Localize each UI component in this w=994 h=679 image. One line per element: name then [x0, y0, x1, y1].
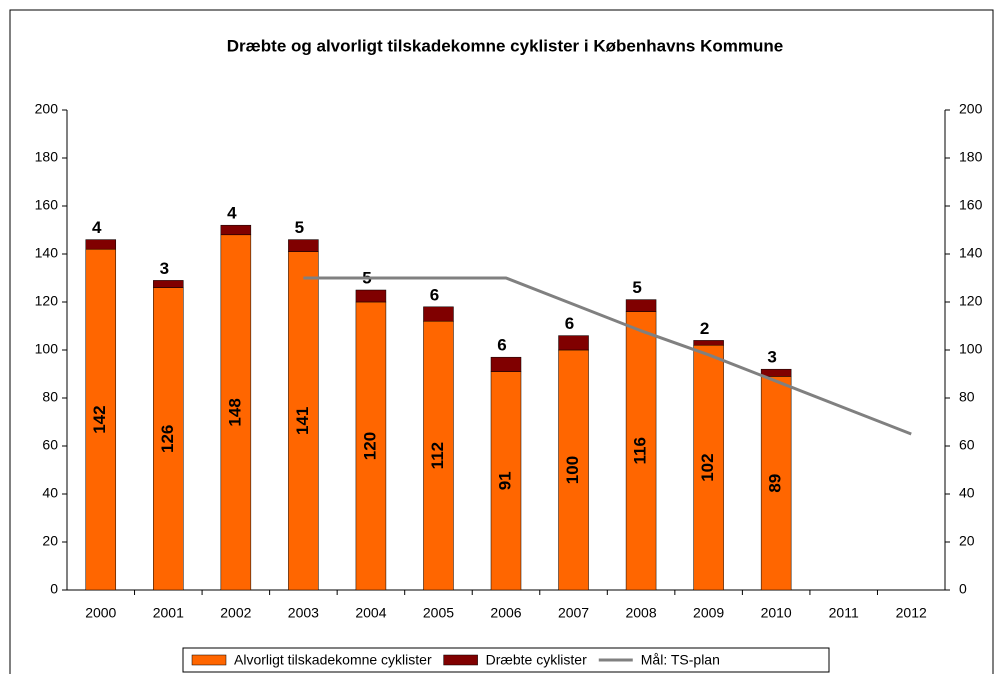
- x-tick-label: 2009: [693, 605, 724, 621]
- bar-segment: [423, 320, 454, 591]
- value-label: 120: [360, 432, 379, 460]
- x-tick-label: 2006: [490, 605, 521, 621]
- x-tick-label: 2005: [423, 605, 454, 621]
- bar-segment: [693, 344, 724, 591]
- y-tick-label: 180: [35, 149, 59, 165]
- bar-segment: [288, 251, 319, 591]
- legend-label: Mål: TS-plan: [641, 652, 720, 668]
- value-label: 116: [631, 437, 650, 464]
- y-tick-label: 100: [35, 341, 59, 357]
- y2-tick-label: 0: [959, 581, 967, 597]
- y-tick-label: 120: [35, 293, 59, 309]
- bar-segment: [355, 301, 387, 591]
- bar-segment: [220, 224, 252, 236]
- value-label: 6: [430, 285, 439, 304]
- chart-title: Dræbte og alvorligt tilskadekomne cyklis…: [227, 36, 783, 55]
- y2-tick-label: 80: [959, 389, 975, 405]
- y2-tick-label: 40: [959, 485, 975, 501]
- bar-segment: [220, 234, 252, 591]
- bar-segment: [153, 280, 184, 288]
- y2-tick-label: 20: [959, 533, 975, 549]
- value-label: 89: [766, 474, 785, 493]
- value-label: 141: [293, 407, 312, 435]
- bar-segment: [85, 239, 117, 250]
- y2-tick-label: 100: [959, 341, 983, 357]
- x-tick-label: 2004: [355, 605, 386, 621]
- x-tick-label: 2000: [85, 605, 116, 621]
- value-label: 3: [160, 259, 169, 278]
- bar-segment: [760, 376, 792, 591]
- y2-tick-label: 180: [959, 149, 983, 165]
- bar-segment: [693, 340, 724, 346]
- x-tick-label: 2012: [896, 605, 927, 621]
- legend-label: Dræbte cyklister: [486, 652, 587, 668]
- bar-segment: [490, 356, 522, 372]
- y-tick-label: 20: [42, 533, 58, 549]
- y2-tick-label: 200: [959, 101, 983, 117]
- y-tick-label: 160: [35, 197, 59, 213]
- legend-swatch: [191, 654, 227, 666]
- value-label: 6: [565, 314, 574, 333]
- bar-segment: [423, 306, 454, 322]
- value-label: 126: [158, 425, 177, 453]
- value-label: 148: [225, 398, 244, 426]
- x-tick-label: 2002: [220, 605, 251, 621]
- y-tick-label: 80: [42, 389, 58, 405]
- y-tick-label: 40: [42, 485, 58, 501]
- bar-segment: [558, 335, 589, 351]
- bar-segment: [355, 289, 387, 303]
- legend-label: Alvorligt tilskadekomne cyklister: [234, 652, 432, 668]
- x-tick-label: 2003: [288, 605, 319, 621]
- value-label: 5: [632, 278, 641, 297]
- x-tick-label: 2010: [761, 605, 792, 621]
- value-label: 4: [227, 204, 237, 223]
- y2-tick-label: 120: [959, 293, 983, 309]
- bar-segment: [625, 299, 657, 312]
- bar-segment: [288, 239, 319, 252]
- value-label: 102: [698, 453, 717, 481]
- x-tick-label: 2007: [558, 605, 589, 621]
- value-label: 6: [497, 336, 506, 355]
- y2-tick-label: 140: [959, 245, 983, 261]
- y2-tick-label: 60: [959, 437, 975, 453]
- value-label: 91: [495, 471, 514, 490]
- legend-box: [182, 647, 830, 673]
- legend: Alvorligt tilskadekomne cyklister Dræbte …: [182, 647, 830, 673]
- y-tick-label: 60: [42, 437, 58, 453]
- legend-swatch: [443, 654, 478, 666]
- line-series: [303, 276, 912, 436]
- value-label: 142: [90, 405, 109, 433]
- y-tick-label: 200: [35, 101, 59, 117]
- value-label: 3: [767, 348, 776, 367]
- bar-segment: [153, 287, 184, 591]
- bar-segment: [625, 311, 657, 591]
- y2-tick-label: 160: [959, 197, 983, 213]
- value-label: 5: [295, 218, 304, 237]
- y-tick-label: 140: [35, 245, 59, 261]
- y-tick-label: 0: [50, 581, 58, 597]
- value-label: 112: [428, 442, 447, 469]
- x-tick-label: 2001: [153, 605, 184, 621]
- x-tick-label: 2011: [829, 605, 859, 621]
- x-tick-label: 2008: [625, 605, 656, 621]
- bar-segment: [558, 349, 589, 591]
- bar-segment: [760, 368, 792, 377]
- value-label: 2: [700, 319, 709, 338]
- value-label: 100: [563, 456, 582, 484]
- value-label: 4: [92, 218, 102, 237]
